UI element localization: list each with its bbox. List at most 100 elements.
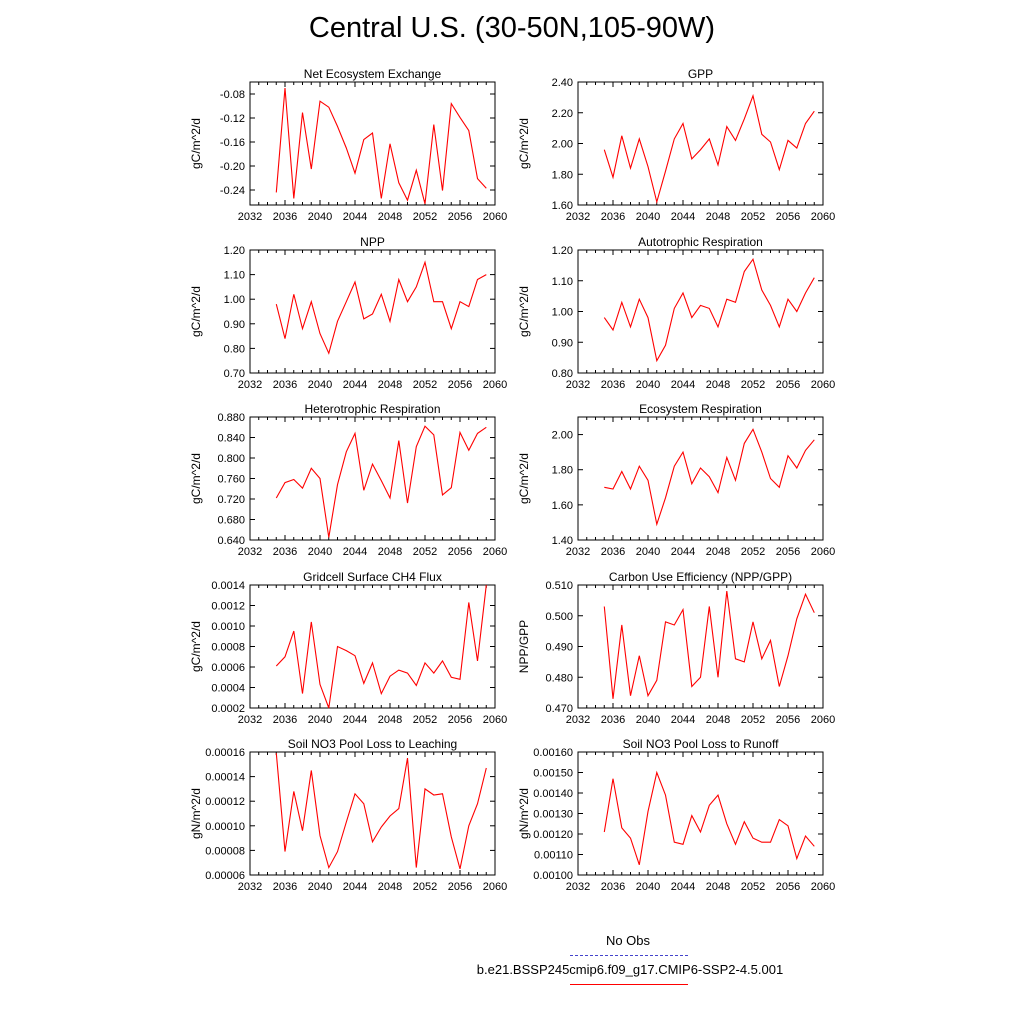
x-tick-label: 2056 bbox=[776, 379, 800, 391]
y-tick-label: 0.90 bbox=[224, 319, 245, 331]
y-tick-label: 0.00016 bbox=[205, 747, 245, 759]
x-tick-label: 2036 bbox=[273, 211, 297, 223]
y-tick-label: 0.0012 bbox=[211, 601, 245, 613]
series-line-1 bbox=[275, 584, 487, 709]
y-tick-label: 1.80 bbox=[552, 169, 573, 181]
y-tick-label: 1.00 bbox=[552, 307, 573, 319]
y-tick-label: 0.00160 bbox=[533, 747, 573, 759]
x-tick-label: 2036 bbox=[601, 881, 625, 893]
y-tick-label: 0.0002 bbox=[211, 703, 245, 715]
series-line-1 bbox=[604, 428, 815, 527]
chart-panel-9: Soil NO3 Pool Loss to Leaching gN/m^2/d 20… bbox=[189, 737, 507, 893]
chart-title: Gridcell Surface CH4 Flux bbox=[303, 570, 442, 584]
plot-frame bbox=[577, 81, 824, 206]
chart-panel-7: Gridcell Surface CH4 Flux gC/m^2/d 2032 203… bbox=[189, 570, 507, 726]
x-tick-label: 2052 bbox=[413, 379, 437, 391]
plot-frame bbox=[577, 584, 824, 709]
x-tick-label: 2032 bbox=[238, 546, 262, 558]
x-tick-label: 2056 bbox=[776, 881, 800, 893]
x-tick-label: 2040 bbox=[308, 211, 332, 223]
x-tick-label: 2052 bbox=[413, 546, 437, 558]
y-tick-label: 0.70 bbox=[224, 368, 245, 380]
chart-title: Soil NO3 Pool Loss to Runoff bbox=[623, 737, 780, 751]
y-tick-label: 0.00140 bbox=[533, 788, 573, 800]
x-tick-label: 2044 bbox=[343, 546, 367, 558]
x-tick-label: 2052 bbox=[741, 211, 765, 223]
y-axis-label: gN/m^2/d bbox=[189, 788, 203, 839]
y-tick-label: 1.10 bbox=[552, 276, 573, 288]
y-tick-label: 1.80 bbox=[552, 465, 573, 477]
x-tick-label: 2060 bbox=[483, 546, 507, 558]
plot-frame bbox=[577, 416, 824, 541]
x-tick-label: 2052 bbox=[741, 379, 765, 391]
x-tick-label: 2040 bbox=[308, 881, 332, 893]
plot-frame bbox=[249, 81, 496, 206]
y-tick-label: 0.00008 bbox=[205, 845, 245, 857]
series-line-1 bbox=[275, 260, 487, 355]
y-tick-label: 0.800 bbox=[217, 453, 245, 465]
y-tick-label: 0.680 bbox=[217, 515, 245, 527]
x-tick-label: 2032 bbox=[566, 546, 590, 558]
x-tick-label: 2044 bbox=[671, 379, 695, 391]
y-tick-label: 0.80 bbox=[552, 368, 573, 380]
x-tick-label: 2040 bbox=[308, 546, 332, 558]
chart-title: Soil NO3 Pool Loss to Leaching bbox=[288, 737, 457, 751]
x-tick-label: 2036 bbox=[601, 211, 625, 223]
x-tick-label: 2036 bbox=[601, 714, 625, 726]
x-tick-label: 2052 bbox=[413, 211, 437, 223]
x-tick-label: 2040 bbox=[636, 211, 660, 223]
x-tick-label: 2052 bbox=[741, 546, 765, 558]
chart-title: Ecosystem Respiration bbox=[639, 402, 762, 416]
chart-panel-10: Soil NO3 Pool Loss to Runoff gN/m^2/d 2032… bbox=[517, 737, 835, 893]
x-tick-label: 2048 bbox=[378, 211, 402, 223]
x-tick-label: 2048 bbox=[378, 546, 402, 558]
series-line-1 bbox=[275, 87, 487, 204]
chart-title: Autotrophic Respiration bbox=[638, 235, 763, 249]
chart-panel-2: GPP gC/m^2/d 2032 2036 2040 2044 2048 2052 2056 2… bbox=[517, 67, 835, 223]
chart-title: GPP bbox=[688, 67, 713, 81]
x-tick-label: 2048 bbox=[706, 379, 730, 391]
x-tick-label: 2036 bbox=[601, 379, 625, 391]
y-tick-label: 1.20 bbox=[224, 245, 245, 257]
x-tick-label: 2056 bbox=[776, 211, 800, 223]
x-tick-label: 2048 bbox=[378, 379, 402, 391]
x-tick-label: 2036 bbox=[273, 379, 297, 391]
x-tick-label: 2052 bbox=[413, 714, 437, 726]
y-tick-label: -0.12 bbox=[220, 113, 245, 125]
series-line-1 bbox=[275, 425, 487, 538]
x-tick-label: 2040 bbox=[636, 714, 660, 726]
y-tick-label: 0.00100 bbox=[533, 870, 573, 882]
x-tick-label: 2044 bbox=[671, 714, 695, 726]
x-tick-label: 2032 bbox=[566, 211, 590, 223]
x-tick-label: 2032 bbox=[566, 714, 590, 726]
y-tick-label: 0.840 bbox=[217, 433, 245, 445]
y-tick-label: 1.60 bbox=[552, 200, 573, 212]
y-tick-label: 0.00014 bbox=[205, 772, 245, 784]
x-tick-label: 2036 bbox=[273, 881, 297, 893]
x-tick-label: 2052 bbox=[741, 881, 765, 893]
y-axis-label: gC/m^2/d bbox=[189, 453, 203, 504]
y-tick-label: 0.480 bbox=[545, 672, 573, 684]
y-tick-label: 1.40 bbox=[552, 535, 573, 547]
x-tick-label: 2060 bbox=[483, 379, 507, 391]
x-tick-label: 2052 bbox=[741, 714, 765, 726]
x-tick-label: 2040 bbox=[636, 881, 660, 893]
y-axis-label: gN/m^2/d bbox=[517, 788, 531, 839]
x-tick-label: 2056 bbox=[448, 211, 472, 223]
y-tick-label: 1.60 bbox=[552, 500, 573, 512]
chart-panel-8: Carbon Use Efficiency (NPP/GPP) NPP/GPP 20… bbox=[517, 570, 835, 726]
x-tick-label: 2060 bbox=[811, 546, 835, 558]
chart-title: Net Ecosystem Exchange bbox=[304, 67, 442, 81]
y-tick-label: -0.08 bbox=[220, 89, 245, 101]
x-tick-label: 2032 bbox=[238, 881, 262, 893]
x-tick-label: 2032 bbox=[238, 211, 262, 223]
y-tick-label: 0.00110 bbox=[534, 850, 573, 862]
x-tick-label: 2056 bbox=[776, 546, 800, 558]
x-tick-label: 2032 bbox=[238, 714, 262, 726]
series-line-1 bbox=[603, 591, 815, 699]
y-axis-label: gC/m^2/d bbox=[189, 286, 203, 337]
y-tick-label: 0.470 bbox=[545, 703, 573, 715]
x-tick-label: 2056 bbox=[448, 379, 472, 391]
x-tick-label: 2048 bbox=[378, 881, 402, 893]
